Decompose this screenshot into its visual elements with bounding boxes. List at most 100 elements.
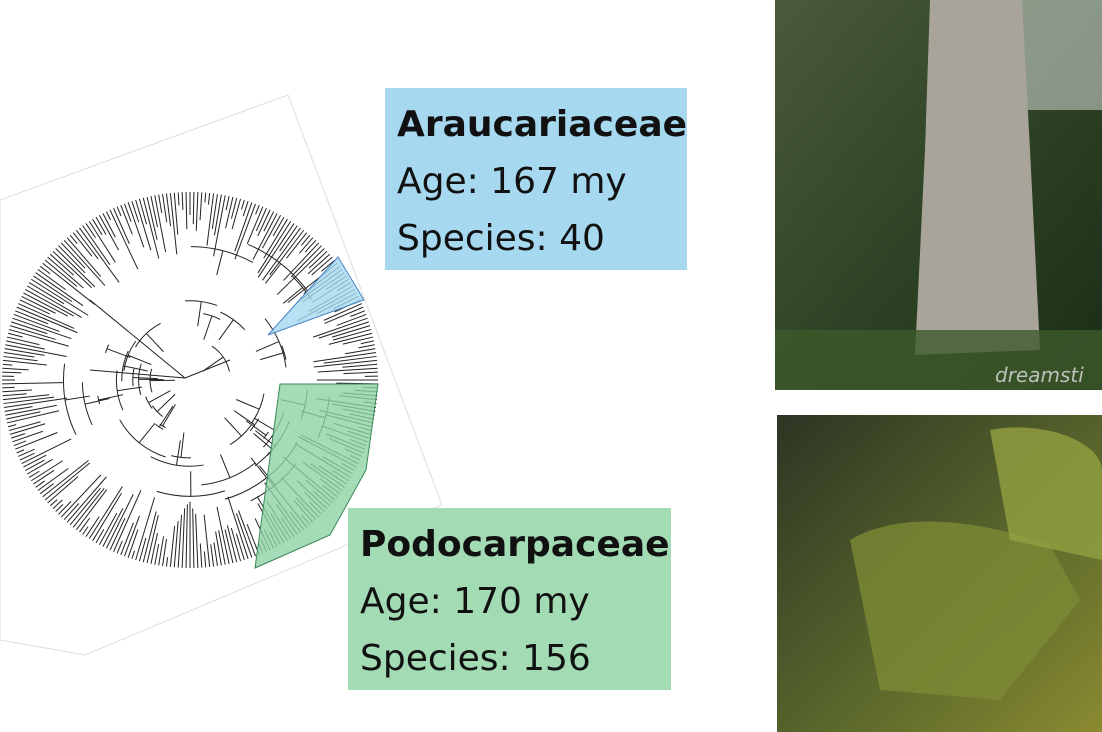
branch <box>165 193 172 227</box>
branch <box>47 256 84 289</box>
branch <box>146 333 164 353</box>
branch <box>272 216 285 237</box>
branch <box>360 340 374 345</box>
branch <box>154 544 160 565</box>
branch <box>13 313 60 332</box>
branch <box>213 195 226 257</box>
branch <box>180 432 185 458</box>
branch <box>9 423 46 435</box>
branch <box>82 526 89 535</box>
branch <box>230 527 242 562</box>
branch <box>175 440 181 466</box>
branch <box>69 234 78 245</box>
branch <box>192 508 195 568</box>
branch <box>82 225 111 265</box>
branch <box>304 239 317 253</box>
branch <box>95 216 107 235</box>
box-title: Araucariaceae <box>397 104 688 145</box>
branch <box>15 310 49 325</box>
branch <box>177 192 180 206</box>
branch <box>146 515 159 564</box>
branch <box>350 310 365 317</box>
branch <box>185 504 188 568</box>
branch <box>142 511 157 563</box>
branch <box>16 449 25 454</box>
branch <box>37 269 67 291</box>
branch <box>123 365 148 372</box>
branch <box>37 467 69 491</box>
branch <box>12 317 72 340</box>
branch <box>231 198 242 230</box>
branch <box>75 489 108 531</box>
branch <box>105 211 111 221</box>
branch <box>120 522 134 555</box>
branch <box>253 433 274 450</box>
branch <box>255 205 260 215</box>
branch <box>177 514 183 568</box>
branch <box>2 389 32 393</box>
branch <box>192 192 195 225</box>
branch <box>173 521 179 568</box>
branch <box>26 285 82 318</box>
branch <box>250 457 268 479</box>
trunk <box>915 0 1040 355</box>
branch <box>9 325 56 340</box>
branch <box>84 398 110 405</box>
branch <box>52 499 63 510</box>
branch <box>220 454 231 478</box>
branch <box>245 420 267 436</box>
branch <box>44 462 91 501</box>
branch <box>75 229 99 260</box>
undergrowth <box>775 330 1102 390</box>
branch <box>2 367 29 371</box>
branch <box>218 530 226 565</box>
branch <box>203 551 207 568</box>
branch <box>88 220 116 263</box>
branch <box>246 206 264 244</box>
branch <box>203 315 213 340</box>
branch <box>332 328 372 341</box>
box-species: Species: 156 <box>360 638 591 679</box>
branch <box>236 399 260 410</box>
branch <box>162 193 168 223</box>
branch <box>336 313 367 326</box>
branch <box>131 550 135 559</box>
branch <box>290 245 322 277</box>
branch <box>47 476 79 504</box>
branch <box>49 253 75 276</box>
branch <box>181 508 186 568</box>
branch <box>181 192 184 210</box>
branch <box>204 192 207 203</box>
branch <box>169 192 178 255</box>
branch <box>138 363 142 395</box>
branch <box>142 197 160 259</box>
branch <box>4 348 45 356</box>
branch <box>92 492 122 542</box>
branch <box>257 209 271 237</box>
branch <box>30 278 89 316</box>
branch <box>21 295 56 314</box>
branch <box>21 438 72 465</box>
branch <box>213 542 218 567</box>
branch <box>263 211 275 232</box>
branch <box>301 234 311 246</box>
branch <box>138 423 156 444</box>
branch <box>195 192 199 231</box>
branch <box>150 532 158 564</box>
branch <box>216 250 224 276</box>
branch <box>123 203 132 222</box>
branch <box>15 432 58 450</box>
branch <box>216 506 230 564</box>
branch <box>138 198 148 225</box>
branch <box>109 517 126 551</box>
branch <box>263 218 288 259</box>
branch <box>8 328 69 347</box>
branch <box>286 232 308 259</box>
branch <box>331 325 371 338</box>
branch <box>3 355 38 362</box>
branch <box>102 213 116 238</box>
branch <box>265 263 282 284</box>
branch <box>262 227 301 281</box>
branch <box>211 193 218 230</box>
branch <box>138 537 147 562</box>
